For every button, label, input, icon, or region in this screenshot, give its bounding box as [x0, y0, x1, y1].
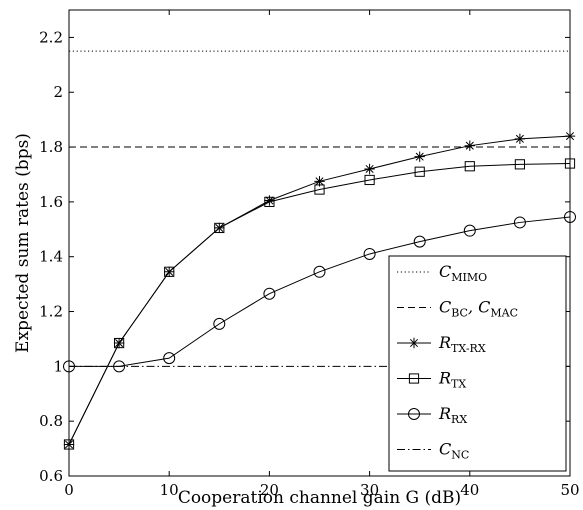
legend-label-r-rx: RRX — [438, 404, 467, 426]
data-point-r-rx — [513, 216, 526, 229]
data-point-r-tx-rx — [113, 337, 125, 349]
data-point-r-rx — [113, 360, 126, 373]
y-axis-title: Expected sum rates (bps) — [13, 133, 33, 353]
series-r-tx-rx — [63, 130, 576, 450]
data-point-r-rx — [413, 235, 426, 248]
legend-label-c-nc: CNC — [439, 440, 469, 462]
y-tick-label: 1.2 — [39, 303, 63, 321]
data-point-r-rx — [263, 287, 276, 300]
data-point-r-rx — [463, 224, 476, 237]
y-tick-label: 1.6 — [39, 193, 63, 211]
y-tick-label: 1 — [53, 357, 63, 375]
y-tick-label: 0.8 — [39, 412, 63, 430]
data-point-r-rx — [213, 317, 226, 330]
series-group — [63, 50, 576, 450]
x-tick-label: 10 — [160, 481, 179, 499]
legend-entry-c-bc-c-mac: CBC, CMAC — [397, 298, 518, 320]
x-tick-label: 50 — [560, 481, 579, 499]
data-point-r-tx-rx — [514, 133, 526, 145]
y-tick-label: 2 — [53, 83, 63, 101]
data-point-r-tx-rx — [164, 266, 175, 277]
legend-marker-r-tx — [408, 373, 420, 384]
legend-label-c-bc-c-mac: CBC, CMAC — [439, 298, 518, 320]
data-point-r-tx — [564, 158, 576, 169]
legend-box — [388, 255, 567, 472]
series-line-r-rx — [69, 216, 571, 367]
y-tick-label: 1.8 — [39, 138, 63, 156]
legend-entry-r-tx: RTX — [397, 369, 466, 391]
data-point-r-tx — [364, 174, 375, 186]
data-point-r-tx-rx — [464, 140, 475, 151]
axes: 0 10 20 30 40 50 0.6 0.8 1 1.2 1.4 1.6 1.8 2 2.2 — [39, 9, 580, 499]
legend-label-r-tx-rx: RTX-RX — [438, 333, 486, 355]
legend: CMIMO CBC, CMAC RTX-RX RTX RRX CNC — [388, 255, 567, 472]
legend-entry-c-nc: CNC — [397, 440, 469, 462]
series-r-rx — [63, 210, 576, 373]
data-point-r-tx-rx — [63, 439, 75, 450]
data-point-r-rx — [163, 352, 176, 365]
legend-entry-r-tx-rx: RTX-RX — [397, 333, 486, 355]
legend-entry-r-rx: RRX — [397, 404, 467, 426]
data-point-r-tx — [514, 159, 525, 170]
data-point-r-tx-rx — [414, 151, 425, 162]
legend-marker-r-rx — [408, 408, 420, 420]
data-point-r-tx-rx — [364, 163, 375, 175]
x-tick-label: 0 — [64, 481, 74, 499]
legend-marker-r-tx-rx — [408, 337, 420, 349]
data-point-r-rx — [564, 210, 576, 223]
x-tick-label: 40 — [460, 481, 479, 499]
legend-label-c-mimo: CMIMO — [439, 262, 487, 284]
data-point-r-tx-rx — [314, 176, 325, 187]
x-tick-label: 30 — [360, 481, 379, 499]
y-tick-label: 0.6 — [39, 467, 63, 485]
y-tick-label: 2.2 — [39, 28, 63, 46]
data-point-r-rx — [63, 360, 75, 373]
data-point-r-rx — [363, 247, 376, 260]
data-point-r-tx-rx — [564, 130, 576, 142]
data-point-r-tx — [414, 166, 425, 177]
legend-entry-c-mimo: CMIMO — [397, 262, 487, 284]
data-point-r-tx-rx — [264, 195, 275, 206]
y-tick-label: 1.4 — [39, 248, 63, 266]
x-axis-title: Cooperation channel gain G (dB) — [178, 488, 461, 508]
plot-frame — [68, 9, 571, 477]
x-tick-label: 20 — [260, 481, 279, 499]
data-point-r-tx-rx — [214, 222, 225, 234]
data-point-r-tx — [464, 161, 475, 172]
legend-label-r-tx: RTX — [438, 369, 466, 391]
data-point-r-rx — [313, 265, 326, 278]
